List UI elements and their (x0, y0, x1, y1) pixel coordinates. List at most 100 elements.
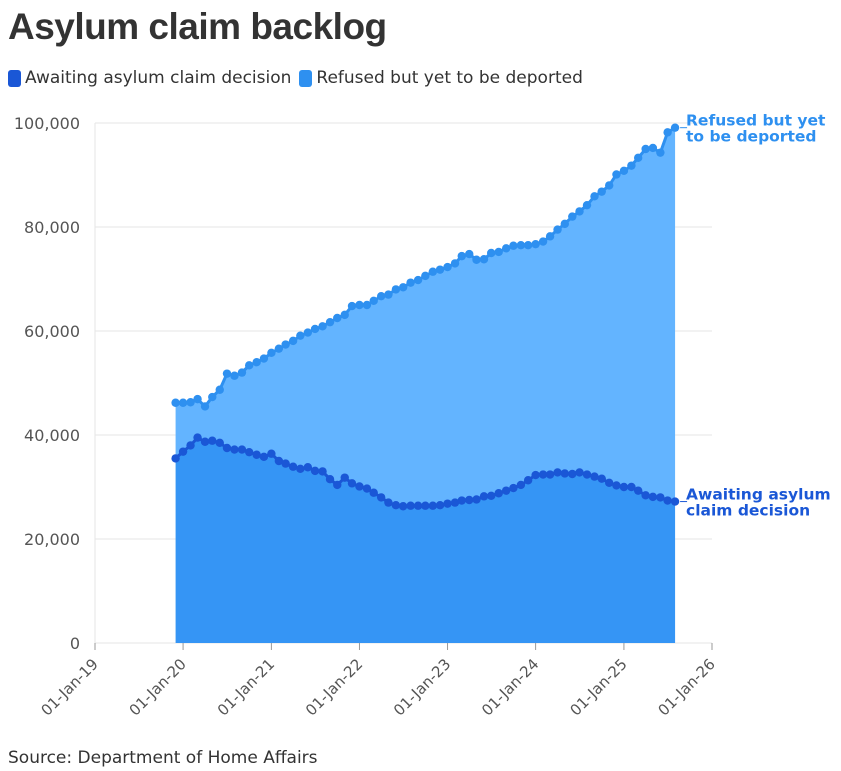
data-point-awaiting (347, 479, 357, 488)
data-point-awaiting (619, 482, 629, 492)
data-point-awaiting (369, 488, 378, 497)
data-point-awaiting (663, 496, 672, 505)
data-point-awaiting (435, 501, 445, 510)
data-point-refused (612, 170, 621, 179)
y-tick-label: 100,000 (14, 114, 80, 133)
data-point-refused (523, 241, 533, 250)
data-point-awaiting (590, 472, 599, 481)
data-point-refused (472, 255, 481, 264)
chart-title: Asylum claim backlog (8, 6, 387, 47)
end-label-refused: Refused but yet (686, 112, 826, 130)
data-point-refused (487, 248, 496, 258)
data-point-refused (553, 225, 562, 234)
data-point-refused (428, 267, 438, 276)
data-point-refused (237, 368, 247, 377)
data-point-refused (605, 181, 614, 190)
data-point-awaiting (560, 469, 570, 478)
data-point-awaiting (443, 499, 452, 508)
legend-item-awaiting[interactable]: Awaiting asylum claim decision (8, 68, 291, 88)
data-point-refused (509, 241, 518, 250)
x-tick-label: 01-Jan-22 (302, 655, 366, 719)
data-point-awaiting (296, 464, 305, 473)
data-point-refused (252, 358, 261, 367)
data-point-awaiting (200, 437, 210, 446)
data-point-refused (259, 354, 269, 363)
data-point-refused (244, 361, 254, 370)
data-point-refused (215, 385, 224, 394)
data-point-refused (479, 255, 489, 264)
data-point-refused (582, 200, 592, 210)
data-point-refused (310, 324, 320, 334)
data-point-refused (670, 123, 680, 132)
legend: Awaiting asylum claim decision Refused b… (8, 68, 591, 88)
data-point-refused (222, 369, 232, 378)
legend-swatch-awaiting (8, 69, 21, 87)
data-point-awaiting (501, 486, 511, 495)
data-point-refused (413, 275, 423, 285)
x-tick-label: 01-Jan-23 (390, 655, 454, 719)
legend-item-refused[interactable]: Refused but yet to be deported (299, 68, 583, 88)
data-point-refused (178, 398, 188, 407)
data-point-awaiting (465, 495, 474, 505)
y-tick-label: 40,000 (24, 426, 80, 445)
data-point-awaiting (281, 459, 290, 468)
data-point-awaiting (421, 501, 430, 510)
data-point-awaiting (656, 493, 665, 502)
x-tick-label: 01-Jan-24 (478, 655, 542, 719)
data-point-refused (406, 278, 415, 287)
data-point-awaiting (568, 469, 577, 479)
data-point-awaiting (612, 481, 621, 490)
data-point-awaiting (274, 456, 284, 466)
x-tick-label: 01-Jan-25 (566, 655, 630, 719)
data-point-refused (560, 219, 570, 229)
data-point-refused (531, 239, 540, 249)
data-point-refused (501, 244, 511, 253)
data-point-awaiting (641, 491, 650, 500)
data-point-refused (450, 259, 460, 268)
data-point-awaiting (208, 436, 217, 445)
data-point-refused (619, 166, 629, 176)
data-point-awaiting (333, 480, 342, 490)
data-point-refused (171, 398, 180, 407)
data-point-refused (656, 148, 665, 157)
data-point-awaiting (252, 450, 261, 459)
data-point-refused (597, 187, 606, 196)
end-label-awaiting: Awaiting asylum (686, 486, 831, 504)
data-point-awaiting (487, 491, 496, 501)
data-point-awaiting (391, 501, 401, 510)
data-point-refused (303, 328, 313, 337)
data-point-awaiting (538, 470, 548, 479)
data-point-awaiting (472, 495, 481, 504)
end-label-refused: to be deported (686, 128, 816, 146)
data-point-awaiting (523, 476, 533, 485)
data-point-awaiting (230, 445, 239, 454)
data-point-refused (355, 300, 364, 310)
data-point-awaiting (553, 468, 562, 477)
data-point-refused (568, 212, 577, 221)
x-tick-label: 01-Jan-21 (214, 655, 278, 719)
data-point-refused (267, 348, 276, 358)
legend-label-awaiting: Awaiting asylum claim decision (25, 68, 292, 88)
data-point-refused (391, 285, 401, 294)
data-point-awaiting (303, 463, 313, 472)
data-point-awaiting (237, 445, 247, 454)
data-point-awaiting (340, 473, 349, 482)
end-label-awaiting: claim decision (686, 502, 810, 520)
data-point-refused (590, 192, 599, 201)
data-point-refused (538, 237, 548, 246)
data-point-refused (494, 247, 503, 257)
legend-label-refused: Refused but yet to be deported (316, 68, 583, 88)
data-point-refused (362, 300, 372, 310)
data-point-awaiting (267, 449, 276, 458)
data-point-awaiting (582, 470, 592, 479)
data-point-awaiting (516, 480, 526, 490)
data-point-refused (457, 251, 466, 261)
data-point-awaiting (398, 502, 408, 511)
y-tick-label: 20,000 (24, 530, 80, 549)
x-tick-label: 01-Jan-20 (126, 655, 190, 719)
data-point-refused (274, 344, 284, 353)
data-point-refused (648, 143, 658, 153)
data-point-refused (186, 398, 195, 407)
data-point-refused (376, 291, 386, 301)
